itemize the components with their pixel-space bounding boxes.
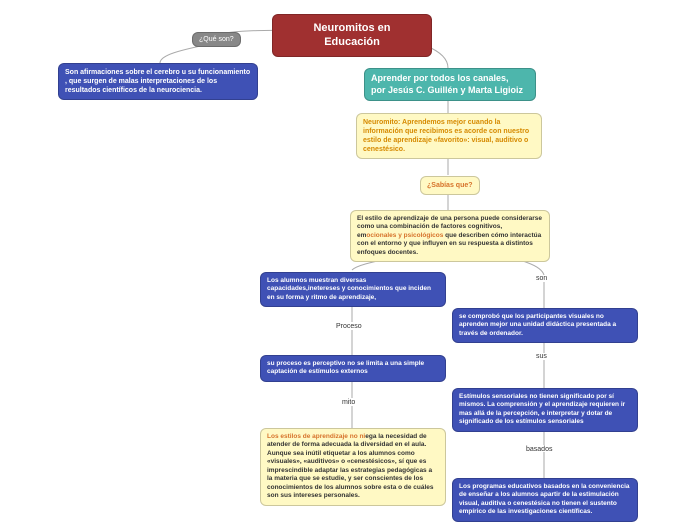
- node-aprender: Aprender por todos los canales, por Jesú…: [364, 68, 536, 101]
- estilo-p2: ocionales y: [366, 232, 401, 239]
- estilos-p2: ega la necesidad de atender de forma ade…: [267, 433, 434, 499]
- label-son: son: [536, 274, 547, 283]
- estilos-p1: Los estilos de aprendizaje no ni: [267, 433, 365, 440]
- node-comprobo: se comprobó que los participantes visual…: [452, 308, 638, 343]
- node-alumnos: Los alumnos muestran diversas capacidade…: [260, 272, 446, 307]
- node-percept: su proceso es perceptivo no se limita a …: [260, 355, 446, 382]
- label-basados: basados: [526, 445, 552, 454]
- node-estilos: Los estilos de aprendizaje no niega la n…: [260, 428, 446, 506]
- label-que-son: ¿Qué son?: [192, 32, 241, 47]
- node-definition: Son afirmaciones sobre el cerebro u su f…: [58, 63, 258, 100]
- root-title: Neuromitos en Educación: [272, 14, 432, 57]
- node-estimulos: Estímulos sensoriales no tienen signific…: [452, 388, 638, 432]
- node-estilo: El estilo de aprendizaje de una persona …: [350, 210, 550, 262]
- label-proceso: Proceso: [336, 322, 362, 331]
- label-sabias: ¿Sabías que?: [420, 176, 480, 195]
- estilo-p3: psicológicos: [404, 232, 444, 239]
- label-sus: sus: [536, 352, 547, 361]
- label-mito: mito: [342, 398, 355, 407]
- node-neuromito: Neuromito: Aprendemos mejor cuando la in…: [356, 113, 542, 159]
- node-programas: Los programas educativos basados en la c…: [452, 478, 638, 522]
